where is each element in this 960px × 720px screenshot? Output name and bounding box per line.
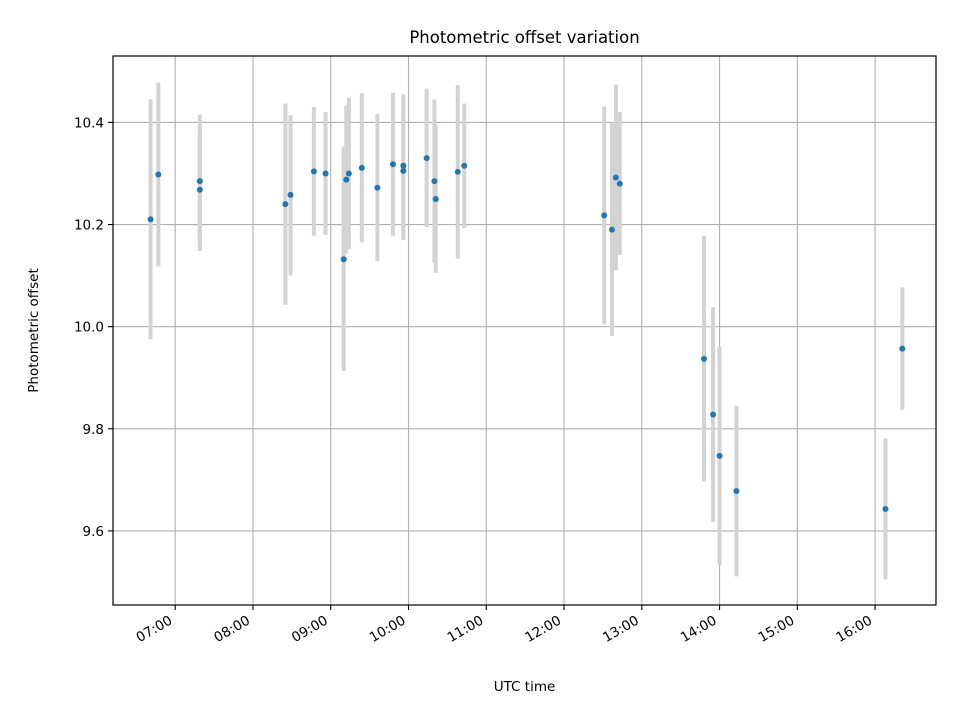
data-point [612,174,619,181]
grid-lines [113,56,936,605]
data-point [322,170,329,177]
data-point [423,155,430,162]
data-point [432,195,439,202]
data-point [345,170,352,177]
data-point [899,345,906,352]
data-point [343,176,350,183]
y-tick-label: 10.0 [74,320,104,336]
data-point [616,180,623,187]
data-point [155,171,162,178]
data-point [196,186,203,193]
data-point [389,161,396,168]
chart-title: Photometric offset variation [409,28,639,47]
x-axis-label: UTC time [494,679,556,695]
y-tick-label: 9.8 [83,422,104,438]
data-point [716,452,723,459]
data-point [400,162,407,169]
data-point [701,355,708,362]
y-tick-label: 9.6 [83,524,104,540]
data-point [608,226,615,233]
data-point [310,168,317,175]
plot-area-frame [112,55,937,606]
data-point [147,216,154,223]
data-point [374,184,381,191]
y-axis-label: Photometric offset [26,268,42,392]
data-point [461,162,468,169]
data-point [710,411,717,418]
data-point [287,191,294,198]
y-tick-label: 10.2 [74,218,104,234]
data-point [431,178,438,185]
data-point [454,168,461,175]
data-points [147,155,906,512]
y-tick-label: 10.4 [74,115,104,131]
data-point [882,505,889,512]
data-point [733,488,740,495]
data-point [601,212,608,219]
data-point [282,201,289,208]
data-point [340,256,347,263]
data-point [358,164,365,171]
data-point [400,167,407,174]
data-point [196,178,203,185]
